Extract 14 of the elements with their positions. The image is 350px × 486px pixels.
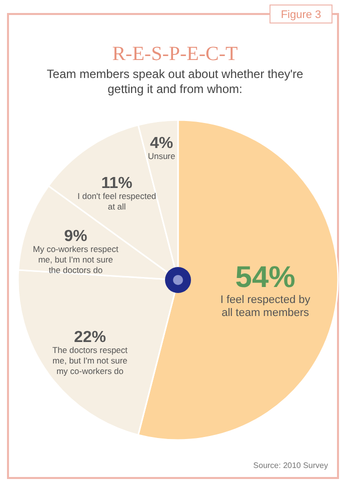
caption: Figure 3 xyxy=(280,9,322,21)
data-label: 4% xyxy=(150,134,174,152)
slice-label: I feel respected by all team members xyxy=(220,294,311,320)
slice-label: I don't feel respected at all xyxy=(78,191,156,212)
slice-label: My co-workers respect me, but I'm not sure the doctors do xyxy=(32,244,120,276)
data-label: 11% xyxy=(101,175,132,192)
data-label: 22% xyxy=(74,328,106,346)
source-note: Source: 2010 Survey xyxy=(253,461,328,470)
slice-label: The doctors respect me, but I'm not sure my co-workers do xyxy=(52,344,128,376)
chart-subtitle: Team members speak out about whether they're getting it and from whom: xyxy=(46,67,304,96)
chart-title: R-E-S-P-E-C-T xyxy=(112,43,238,65)
slice-label: Unsure xyxy=(148,150,176,161)
data-label: 54% xyxy=(235,261,296,294)
data-label: 9% xyxy=(64,228,88,246)
